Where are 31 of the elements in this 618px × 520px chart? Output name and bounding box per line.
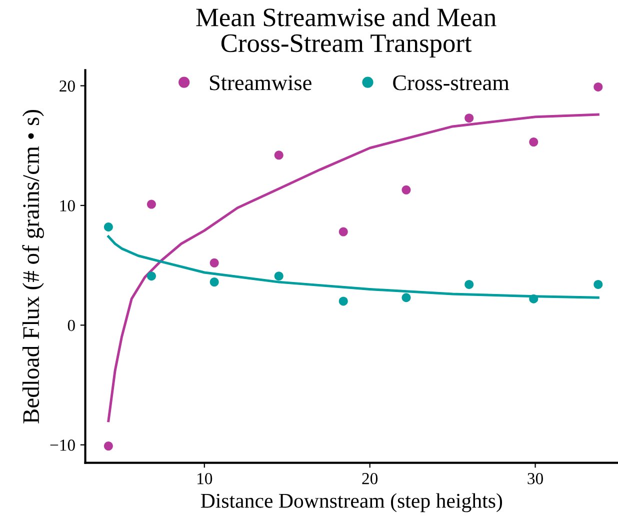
point [338,296,348,306]
point [464,280,474,289]
point [146,200,156,209]
y-axis-title: Bedload Flux (# of grains/cm • s) [22,110,44,424]
point [210,258,219,268]
point [402,185,411,194]
x-tick-label: 30 [528,473,543,484]
point [338,227,348,236]
point [274,150,284,160]
point [402,293,411,302]
y-tick-label: −10 [50,440,75,451]
point [104,222,113,232]
legend-label: Cross-stream [393,75,510,90]
point [146,272,156,281]
y-tick-label: 0 [68,320,75,332]
x-tick-label: 20 [362,473,378,484]
point [529,138,538,147]
point [594,280,603,289]
x-axis-title: Distance Downstream (step heights) [200,493,502,512]
x-tick-label: 10 [198,473,212,484]
y-tick-label: 20 [60,80,75,92]
chart-title: Mean Streamwise and Mean Cross-Stream Transport [196,8,496,58]
y-tick-label: 10 [60,200,75,212]
point [274,272,284,281]
point [210,278,219,287]
point [464,114,474,123]
point [594,82,603,92]
legend-label: Streamwise [210,75,312,90]
point [104,442,113,451]
line-series [107,113,600,422]
point [529,294,538,304]
